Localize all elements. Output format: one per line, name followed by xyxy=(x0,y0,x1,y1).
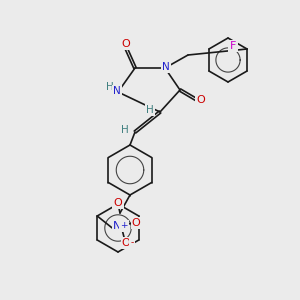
Text: O: O xyxy=(122,238,130,248)
Text: -: - xyxy=(130,238,134,247)
Text: H: H xyxy=(106,82,114,92)
Text: N: N xyxy=(162,62,170,72)
Text: O: O xyxy=(122,39,130,49)
Text: F: F xyxy=(230,41,236,51)
Text: N: N xyxy=(113,86,121,96)
Text: N: N xyxy=(113,221,122,231)
Text: H: H xyxy=(146,105,154,115)
Text: O: O xyxy=(196,95,206,105)
Text: O: O xyxy=(132,218,141,228)
Text: +: + xyxy=(121,221,128,230)
Text: O: O xyxy=(114,198,122,208)
Text: H: H xyxy=(121,125,129,135)
